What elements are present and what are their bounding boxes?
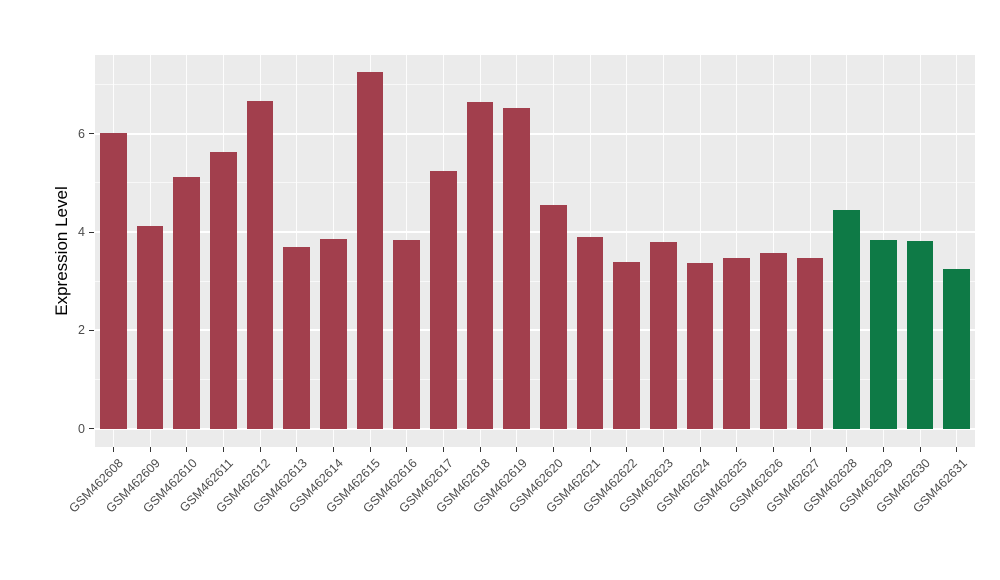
- y-axis-title: Expression Level: [52, 186, 71, 316]
- bar-GSM462612: [246, 100, 274, 429]
- bar-GSM462620: [539, 205, 567, 429]
- bar-GSM462619: [503, 108, 531, 429]
- y-axis-tick: [89, 133, 94, 135]
- gridline-minor: [95, 280, 975, 282]
- bar-GSM462628: [833, 209, 861, 429]
- gridline-vertical: [736, 55, 738, 447]
- gridline-minor: [95, 379, 975, 381]
- x-axis-tick: [112, 447, 114, 452]
- gridline-vertical: [772, 55, 774, 447]
- gridline-minor: [95, 84, 975, 85]
- gridline-minor: [95, 182, 975, 184]
- y-tick-label: 0: [78, 421, 85, 436]
- x-axis-tick: [442, 447, 444, 452]
- bar-GSM462614: [319, 239, 347, 429]
- x-axis-tick: [186, 447, 188, 452]
- bar-GSM462623: [649, 241, 677, 429]
- bar-GSM462616: [393, 240, 421, 429]
- bar-GSM462618: [466, 101, 494, 429]
- x-axis-tick: [772, 447, 774, 452]
- x-axis-tick: [626, 447, 628, 452]
- y-axis-tick: [89, 329, 94, 331]
- bar-GSM462629: [869, 240, 897, 429]
- bar-GSM462615: [356, 72, 384, 429]
- x-axis-tick: [736, 447, 738, 452]
- x-axis-tick: [699, 447, 701, 452]
- bar-GSM462608: [99, 132, 127, 429]
- x-axis-tick: [479, 447, 481, 452]
- bar-GSM462624: [686, 262, 714, 429]
- x-axis-tick: [369, 447, 371, 452]
- y-tick-label: 4: [78, 225, 85, 240]
- y-axis-tick: [89, 231, 94, 233]
- x-axis-tick: [406, 447, 408, 452]
- y-tick-label: 2: [78, 323, 85, 338]
- y-axis-tick: [89, 428, 94, 430]
- bar-GSM462611: [209, 151, 237, 429]
- gridline-vertical: [809, 55, 811, 447]
- x-axis-tick: [222, 447, 224, 452]
- plot-panel-background: [95, 55, 975, 447]
- x-axis-tick: [149, 447, 151, 452]
- gridline-major: [95, 329, 975, 332]
- gridline-major: [95, 231, 975, 234]
- bar-GSM462630: [906, 240, 934, 429]
- x-axis-tick: [332, 447, 334, 452]
- x-axis-tick: [552, 447, 554, 452]
- bar-GSM462622: [613, 261, 641, 429]
- gridline-vertical: [699, 55, 701, 447]
- bar-GSM462625: [723, 257, 751, 429]
- bar-GSM462621: [576, 236, 604, 429]
- x-axis-tick: [809, 447, 811, 452]
- bar-GSM462626: [759, 252, 787, 429]
- gridline-vertical: [626, 55, 628, 447]
- gridline-vertical: [956, 55, 958, 447]
- bar-GSM462609: [136, 226, 164, 429]
- gridline-major: [95, 132, 975, 135]
- bar-GSM462613: [283, 246, 311, 429]
- bar-GSM462627: [796, 257, 824, 429]
- x-axis-tick: [846, 447, 848, 452]
- gridline-major: [95, 427, 975, 430]
- x-axis-tick: [516, 447, 518, 452]
- bar-GSM462617: [429, 170, 457, 429]
- x-axis-tick: [259, 447, 261, 452]
- x-axis-tick: [296, 447, 298, 452]
- x-axis-tick: [919, 447, 921, 452]
- x-axis-tick: [882, 447, 884, 452]
- x-axis-tick: [589, 447, 591, 452]
- bar-GSM462631: [943, 268, 971, 429]
- y-tick-label: 6: [78, 126, 85, 141]
- x-axis-tick: [956, 447, 958, 452]
- bar-GSM462610: [173, 176, 201, 429]
- x-axis-tick: [662, 447, 664, 452]
